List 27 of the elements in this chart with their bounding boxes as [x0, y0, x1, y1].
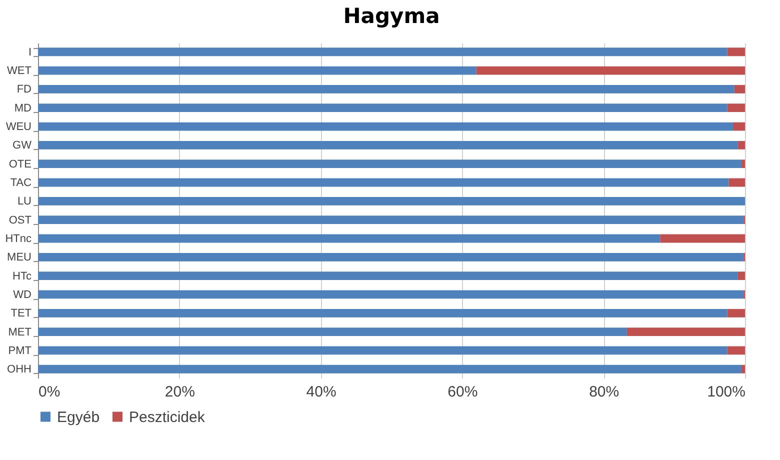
- y-tick-label: FD: [16, 84, 32, 96]
- legend-label: Egyéb: [57, 408, 100, 426]
- y-tick-label: HTc: [12, 270, 32, 282]
- y-tick-label: OHH: [7, 364, 32, 376]
- y-tick-label: GW: [12, 140, 32, 152]
- y-tick-label: TAC: [10, 177, 32, 190]
- x-tick-label: 0%: [38, 384, 60, 400]
- y-tick-label: I: [28, 46, 32, 58]
- x-tick-label: 60%: [448, 384, 478, 400]
- y-tick-label: LU: [17, 196, 32, 208]
- y-tick-label: HTnc: [5, 232, 32, 245]
- y-tick-label: PMT: [8, 344, 32, 357]
- y-tick-label: MD: [14, 102, 32, 114]
- y-tick-label: TET: [10, 308, 32, 320]
- y-tick-label: WET: [7, 65, 32, 78]
- x-tick-label: 100%: [707, 384, 746, 400]
- y-tick-label: MET: [8, 326, 32, 338]
- x-tick-label: 80%: [589, 384, 620, 400]
- y-tick-label: MEU: [7, 252, 32, 264]
- legend-label: Peszticidek: [129, 408, 206, 426]
- y-tick-label: WEU: [6, 121, 32, 134]
- y-tick-label: WD: [13, 288, 32, 301]
- x-tick-label: 40%: [306, 384, 336, 400]
- x-tick-label: 20%: [164, 384, 195, 400]
- y-tick-label: OTE: [8, 158, 32, 170]
- y-tick-label: OST: [8, 214, 32, 226]
- chart-title: Hagyma: [343, 4, 440, 28]
